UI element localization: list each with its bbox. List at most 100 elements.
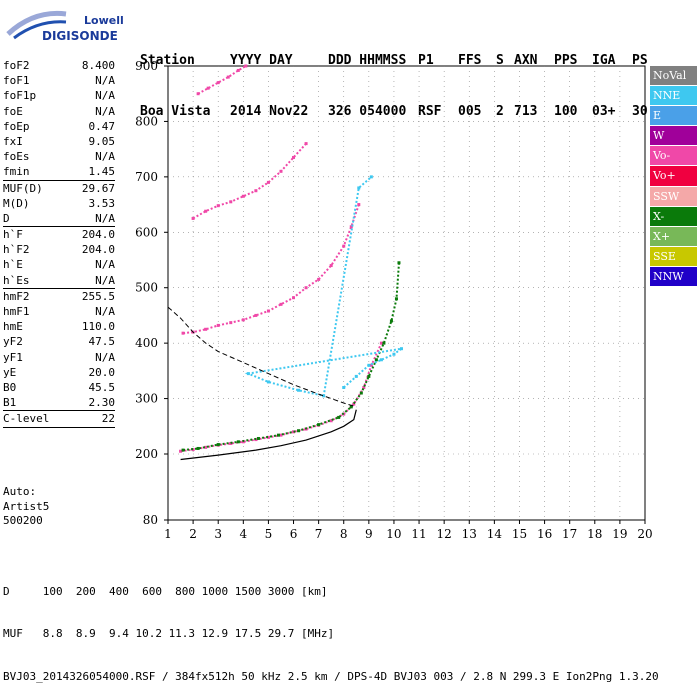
digisonde-logo: Lowell DIGISONDE [6, 10, 124, 43]
param-value: N/A [95, 104, 115, 118]
param-value: 2.30 [88, 396, 116, 410]
header-value: 2 [496, 104, 504, 119]
param-value: N/A [95, 350, 115, 364]
param-value: 1.45 [88, 165, 116, 179]
header-label: YYYY DAY [230, 53, 293, 68]
param-row: yF1 N/A [3, 350, 115, 365]
trace-line [197, 65, 247, 95]
param-row: hmE 110.0 [3, 319, 115, 334]
header-label: P1 [418, 53, 434, 68]
param-value: 9.05 [88, 134, 116, 148]
param-name: M(D) [3, 196, 30, 210]
param-name: MUF(D) [3, 181, 43, 195]
x-tick-label: 2 [189, 527, 197, 541]
param-row: foEs N/A [3, 149, 115, 164]
data-point [244, 64, 248, 68]
param-value: 20.0 [88, 365, 116, 379]
x-tick-label: 20 [637, 527, 652, 541]
header-value: RSF [418, 104, 442, 119]
param-value: N/A [95, 305, 115, 318]
data-point [254, 313, 258, 317]
param-name: foE [3, 104, 23, 118]
x-tick-label: 12 [437, 527, 452, 541]
x-tick-label: 19 [612, 527, 627, 541]
y-tick-label: 200 [135, 447, 158, 461]
legend-item: Vo- [650, 146, 697, 166]
param-value: 255.5 [81, 289, 115, 303]
param-row: h`E N/A [3, 257, 115, 272]
legend-item: X- [650, 206, 697, 226]
param-row: hmF1 N/A [3, 304, 115, 319]
legend-item: E [650, 106, 697, 126]
header-label: PS [632, 53, 648, 68]
param-value: 45.5 [88, 380, 116, 394]
y-tick-label: 300 [135, 392, 158, 406]
param-name: h`F [3, 228, 23, 242]
param-name: h`F2 [3, 243, 30, 257]
param-name: foF1 [3, 74, 30, 88]
header-value: 100 [554, 104, 578, 119]
y-tick-label: 700 [135, 170, 158, 184]
data-point [292, 430, 296, 434]
x-tick-label: 6 [290, 527, 298, 541]
param-row: fmin 1.45 [3, 164, 115, 179]
data-point [317, 423, 321, 427]
y-tick-label: 500 [135, 281, 158, 295]
footer-file-info: BVJ03_2014326054000.RSF / 384fx512h 50 k… [3, 670, 659, 684]
logo-arc-icon [6, 10, 67, 36]
header-value: 326 054000 [328, 104, 407, 119]
header-value: 2014 Nov22 [230, 104, 309, 119]
header-value: 713 [514, 104, 538, 119]
param-name: C-level [3, 412, 50, 426]
param-row: foF1p N/A [3, 88, 115, 103]
param-row: yF2 47.5 [3, 334, 115, 349]
data-point [317, 277, 321, 281]
data-point [204, 209, 208, 213]
param-name: h`Es [3, 273, 30, 287]
header: Station YYYY DAY DDD HHMMSS P1 FFS S AXN… [140, 18, 700, 137]
param-value: 47.5 [88, 335, 116, 349]
param-value: 110.0 [81, 320, 115, 334]
param-name: B0 [3, 380, 17, 394]
data-point [216, 443, 220, 447]
param-value: 29.67 [81, 181, 115, 195]
data-point [236, 68, 240, 72]
data-point [241, 194, 245, 198]
param-value: 3.53 [88, 196, 116, 210]
data-point [349, 225, 353, 229]
data-point [266, 380, 270, 384]
auto-line: 500200 [3, 514, 43, 527]
x-tick-label: 14 [487, 527, 503, 541]
logo-line1: Lowell [84, 14, 124, 27]
legend: NoVal NNE E W Vo- Vo+ SSW X- X+ SSE NNW [650, 66, 697, 287]
header-value: 005 [458, 104, 482, 119]
profile-solid-line [180, 409, 357, 461]
param-value: 8.400 [81, 59, 115, 72]
data-point [279, 302, 283, 306]
param-value: 22 [101, 412, 115, 426]
data-point [369, 175, 373, 179]
param-name: fxI [3, 134, 23, 148]
param-name: yE [3, 365, 17, 379]
header-label: PPS [554, 53, 578, 68]
param-value: 204.0 [81, 243, 115, 257]
data-point [382, 341, 386, 345]
param-row: foF1 N/A [3, 73, 115, 88]
data-point [297, 388, 301, 392]
data-point [337, 415, 341, 419]
data-point [266, 180, 270, 184]
param-row: C-level 22 [3, 410, 115, 426]
param-value: N/A [95, 258, 115, 272]
legend-item: NNE [650, 86, 697, 106]
param-name: D [3, 211, 10, 225]
param-value: N/A [95, 150, 115, 164]
x-tick-label: 18 [587, 527, 602, 541]
param-value: 0.47 [88, 119, 116, 133]
data-point [357, 203, 361, 207]
header-label: Station [140, 53, 195, 68]
param-value: N/A [95, 89, 115, 103]
x-tick-label: 15 [512, 527, 527, 541]
data-point [236, 440, 240, 444]
y-tick-label: 600 [135, 225, 158, 239]
header-label: DDD HHMMSS [328, 53, 407, 68]
